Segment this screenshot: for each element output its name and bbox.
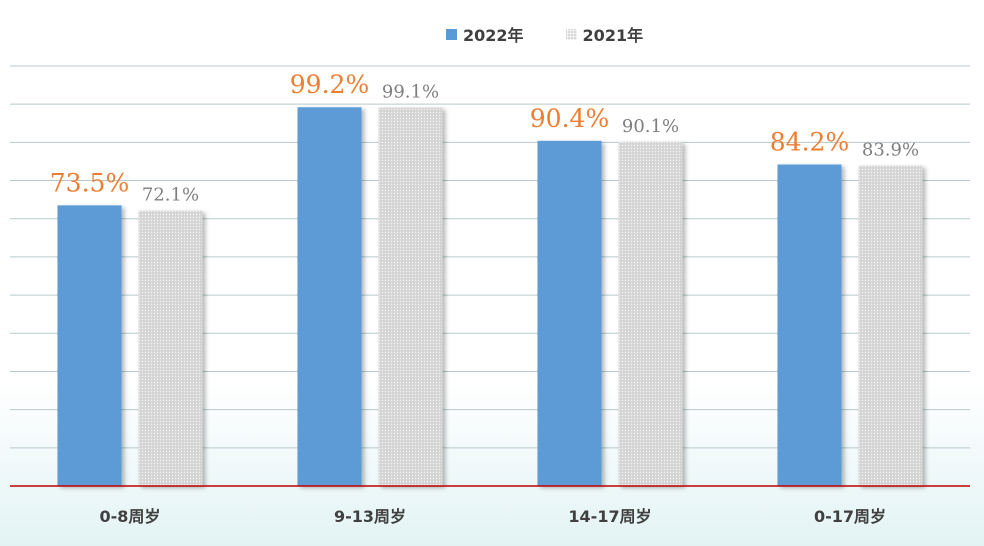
x-tick-label: 0-8周岁: [100, 507, 161, 526]
bar-2021[interactable]: [618, 141, 683, 486]
bar-2022[interactable]: [777, 164, 842, 486]
x-axis-labels: 0-8周岁 9-13周岁 14-17周岁 0-17周岁: [100, 507, 886, 526]
data-label: 83.9%: [862, 140, 919, 161]
bar-2022[interactable]: [57, 205, 122, 486]
legend-label-2021: 2021年: [582, 26, 644, 45]
data-label: 73.5%: [50, 168, 129, 197]
legend-item-2022[interactable]: 2022年: [446, 22, 524, 46]
bars: [57, 107, 923, 487]
legend-swatch-2021: [565, 28, 577, 40]
legend: 2022年 2021年: [446, 22, 685, 46]
data-label: 99.1%: [382, 82, 439, 103]
legend-swatch-2022: [446, 28, 457, 40]
data-label: 90.1%: [622, 116, 679, 137]
bar-2022[interactable]: [537, 140, 602, 486]
data-label: 90.4%: [530, 104, 609, 133]
bar-2021[interactable]: [138, 210, 203, 486]
data-labels: 73.5% 72.1% 99.2% 99.1% 90.4% 90.1% 84.2% 83.9%: [50, 70, 919, 205]
bar-2022[interactable]: [297, 107, 362, 487]
x-tick-label: 0-17周岁: [814, 507, 886, 526]
bar-2021[interactable]: [378, 107, 443, 487]
data-label: 99.2%: [290, 70, 369, 99]
x-tick-label: 14-17周岁: [568, 507, 651, 526]
x-tick-label: 9-13周岁: [334, 507, 406, 526]
data-label: 72.1%: [142, 185, 199, 206]
data-label: 84.2%: [770, 128, 849, 157]
bar-2021[interactable]: [858, 165, 923, 486]
legend-label-2022: 2022年: [463, 26, 524, 45]
legend-item-2021[interactable]: 2021年: [565, 22, 644, 46]
